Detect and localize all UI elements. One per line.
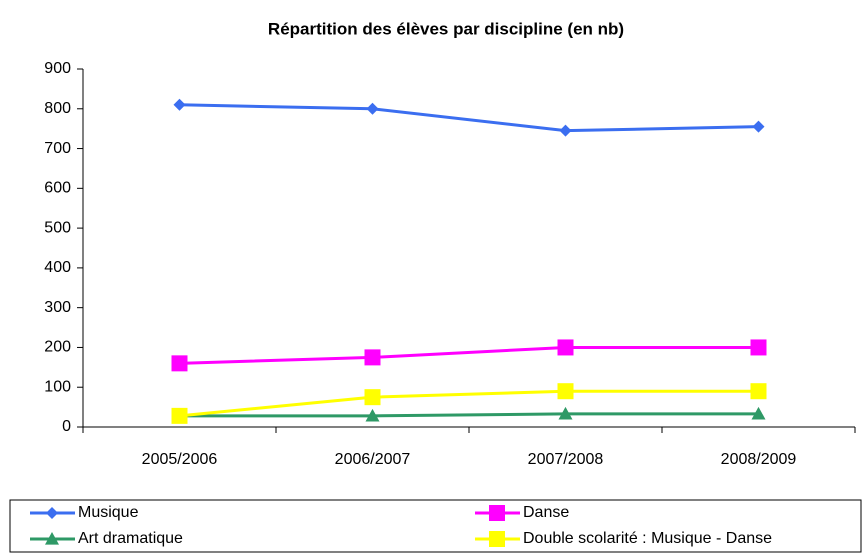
y-tick-label: 0	[62, 418, 71, 435]
marker	[45, 532, 59, 545]
legend-label: Danse	[523, 504, 569, 521]
marker	[751, 406, 766, 420]
marker	[558, 406, 573, 420]
marker	[171, 407, 188, 424]
y-tick-label: 800	[44, 100, 71, 117]
marker	[171, 355, 188, 372]
marker	[46, 507, 58, 519]
marker	[489, 505, 505, 521]
x-tick-label: 2005/2006	[142, 451, 218, 468]
marker	[557, 383, 574, 400]
marker	[489, 531, 505, 547]
series-line	[179, 389, 759, 418]
marker	[750, 339, 767, 356]
y-tick-label: 300	[44, 299, 71, 316]
x-tick-label: 2007/2008	[528, 451, 604, 468]
marker	[366, 102, 379, 115]
y-tick-label: 100	[44, 378, 71, 395]
chart-title: Répartition des élèves par discipline (e…	[268, 19, 624, 38]
marker	[557, 339, 574, 356]
y-tick-label: 500	[44, 219, 71, 236]
legend-box	[9, 499, 862, 553]
y-tick-label: 200	[44, 339, 71, 356]
x-tick-label: 2006/2007	[335, 451, 411, 468]
marker	[559, 124, 572, 137]
marker	[173, 98, 186, 111]
x-tick-label: 2008/2009	[721, 451, 797, 468]
legend-label: Art dramatique	[78, 530, 183, 547]
y-tick-label: 700	[44, 140, 71, 157]
legend-label: Musique	[78, 504, 139, 521]
marker	[364, 349, 381, 366]
series-line	[179, 412, 759, 418]
marker	[750, 383, 767, 400]
series-line	[179, 103, 759, 133]
series-line	[179, 345, 759, 365]
marker	[752, 120, 765, 133]
y-tick-label: 600	[44, 180, 71, 197]
marker	[365, 408, 380, 422]
y-tick-label: 900	[44, 60, 71, 77]
marker	[364, 389, 381, 406]
legend-label: Double scolarité : Musique - Danse	[523, 530, 772, 547]
y-tick-label: 400	[44, 259, 71, 276]
